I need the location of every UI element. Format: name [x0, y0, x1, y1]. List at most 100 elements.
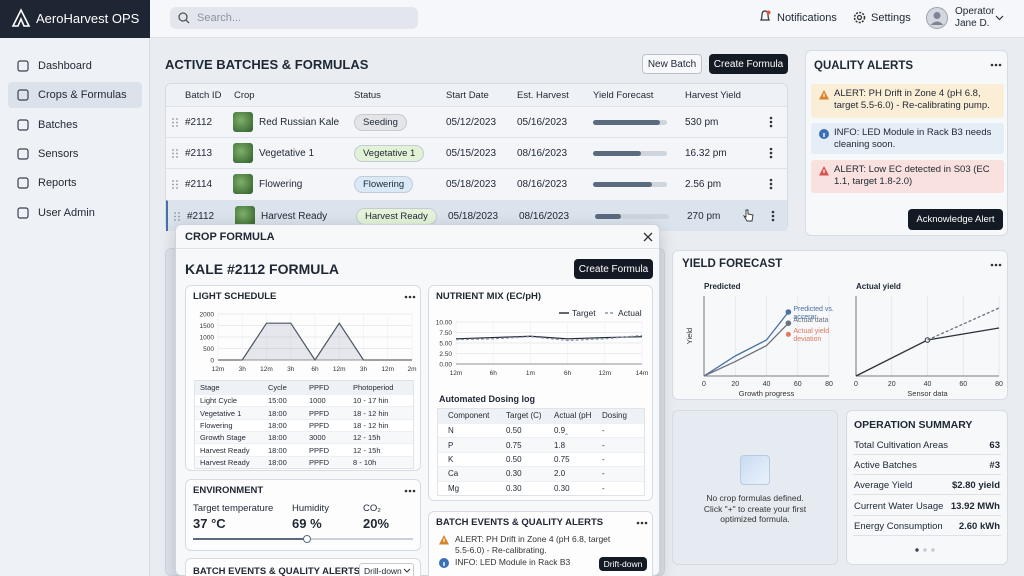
kebab-menu[interactable]: [769, 178, 773, 190]
legend-label: Actual yield deviation: [793, 328, 830, 344]
notifications-link[interactable]: Notifications: [777, 12, 837, 24]
table-cell: 18:00: [268, 408, 287, 418]
dot: [176, 149, 178, 152]
table-header: Component Target (C) Actual (pH Dosing: [438, 409, 644, 423]
dot: [412, 295, 416, 299]
more-menu[interactable]: [990, 63, 1002, 67]
table-cell: -: [602, 454, 605, 464]
drift-down-button[interactable]: Drift-down: [599, 557, 647, 571]
close-button[interactable]: [643, 232, 653, 242]
table-row: Ca 0.30 2.0 -: [438, 466, 644, 481]
settings-link[interactable]: Settings: [871, 12, 911, 24]
create-formula-button[interactable]: Create Formula: [709, 54, 788, 74]
summary-value: #3: [989, 460, 1000, 472]
table-cell: Ca: [448, 469, 459, 479]
empty-state: No crop formulas defined. Click "+" to c…: [672, 410, 838, 565]
crop-name: Flowering: [259, 179, 303, 191]
dot: [994, 63, 998, 67]
dot: [172, 180, 174, 183]
nav-icon: [17, 206, 29, 219]
table-row[interactable]: #2114 Flowering Flowering 05/18/2023 08/16/2…: [166, 168, 787, 199]
x-tick-label: 40: [924, 381, 932, 388]
crop-formula-modal: CROP FORMULA KALE #2112 FORMULA Create For…: [175, 224, 660, 576]
harvest-yield: 270 pm: [687, 210, 721, 222]
page-dot: [915, 548, 919, 552]
series-line: [455, 335, 643, 340]
slider-knob[interactable]: [303, 535, 311, 543]
nav-icon: [17, 118, 29, 131]
more-menu[interactable]: [404, 295, 416, 299]
dot: [178, 218, 180, 221]
forecast-bar: [593, 151, 642, 157]
icon-shape: [856, 14, 863, 21]
table-row: Vegetative 1 18:00 PPFD 18 - 12 hin: [195, 406, 413, 419]
table-cell: 0.75: [554, 454, 570, 464]
icon-shape: [643, 232, 653, 242]
dot: [178, 215, 180, 217]
summary-row: Energy Consumption 2.60 kWh: [853, 516, 1001, 536]
create-formula-button[interactable]: Create Formula: [574, 259, 653, 279]
nav-item[interactable]: Dashboard: [8, 53, 142, 79]
dot: [404, 489, 408, 493]
drill-down-select[interactable]: Drill-down: [359, 563, 414, 576]
dot: [769, 151, 773, 155]
y-tick-label: 1000: [200, 334, 215, 341]
x-tick-label: 3h: [360, 366, 368, 373]
dot: [990, 263, 994, 267]
table-row[interactable]: #2112 Red Russian Kale Seeding 05/12/2023 05…: [166, 106, 787, 137]
page-dot: [931, 548, 935, 552]
nav-item[interactable]: User Admin: [8, 200, 142, 226]
nav-item[interactable]: Sensors: [8, 141, 142, 167]
alert-icon: [439, 535, 449, 545]
harvest-yield: 16.32 pm: [685, 148, 727, 160]
dot: [172, 121, 174, 124]
table-cell: -: [602, 426, 605, 436]
alert-item: ALERT: PH Drift in Zone 4 (pH 6.8, targe…: [811, 84, 1004, 118]
search-box[interactable]: Search...: [170, 7, 418, 29]
panel-title: ENVIRONMENT: [193, 485, 264, 496]
empty-text: No crop formulas defined. Click "+" to c…: [703, 493, 807, 524]
alert-text: ALERT: PH Drift in Zone 4 (pH 6.8, targe…: [834, 88, 990, 111]
summary-label: Current Water Usage: [854, 500, 944, 512]
table-cell: 10 - 17 hin: [353, 396, 389, 406]
icon-shape: [403, 568, 411, 573]
slider-fill: [193, 538, 307, 540]
table-cell: 1000: [309, 396, 326, 406]
more-menu[interactable]: [990, 263, 1002, 267]
panel-title: BATCH EVENTS & QUALITY ALERTS: [193, 566, 361, 576]
more-menu[interactable]: [404, 489, 416, 493]
kebab-menu[interactable]: [769, 147, 773, 159]
table-row: Harvest Ready 18:00 PPFD 12 - 15h: [195, 443, 413, 455]
search-placeholder: Search...: [197, 12, 242, 24]
icon-shape: [742, 209, 754, 222]
legend-label: Predicted vs. accerar: [793, 306, 834, 321]
column-header: Yield Forecast: [593, 90, 654, 101]
dot: [771, 218, 775, 221]
logo-shape: [11, 8, 31, 27]
y-tick-label: 0.00: [439, 361, 452, 368]
modal-title: CROP FORMULA: [185, 231, 275, 243]
acknowledge-button[interactable]: Acknowledge Alert: [908, 209, 1003, 230]
table-cell: Flowering: [200, 420, 233, 430]
table-row[interactable]: #2113 Vegetative 1 Vegetative 1 05/15/2023 0…: [166, 137, 787, 168]
search-icon: [178, 12, 190, 24]
nav-item[interactable]: Batches: [8, 112, 142, 138]
kebab-menu[interactable]: [769, 116, 773, 128]
harvest-date: 05/16/2023: [517, 117, 568, 128]
dot: [176, 180, 178, 183]
summary-row: Active Batches #3: [853, 455, 1001, 476]
table-cell: 12 - 15h: [353, 445, 381, 455]
icon-shape: [17, 89, 29, 101]
x-tick-label: 80: [995, 381, 1003, 388]
dot: [174, 218, 176, 221]
nav-item[interactable]: Reports: [8, 170, 142, 196]
crop-thumbnail: [235, 205, 255, 226]
kebab-menu[interactable]: [771, 210, 775, 222]
y-tick-label: 10.00: [436, 319, 453, 326]
new-batch-button[interactable]: New Batch: [642, 54, 702, 74]
series-end-point: [785, 320, 792, 327]
alert-text: ALERT: Low EC detected in S03 (EC 1.1, t…: [834, 164, 990, 187]
nav-item[interactable]: Crops & Formulas: [8, 82, 142, 109]
more-menu[interactable]: [636, 521, 648, 525]
